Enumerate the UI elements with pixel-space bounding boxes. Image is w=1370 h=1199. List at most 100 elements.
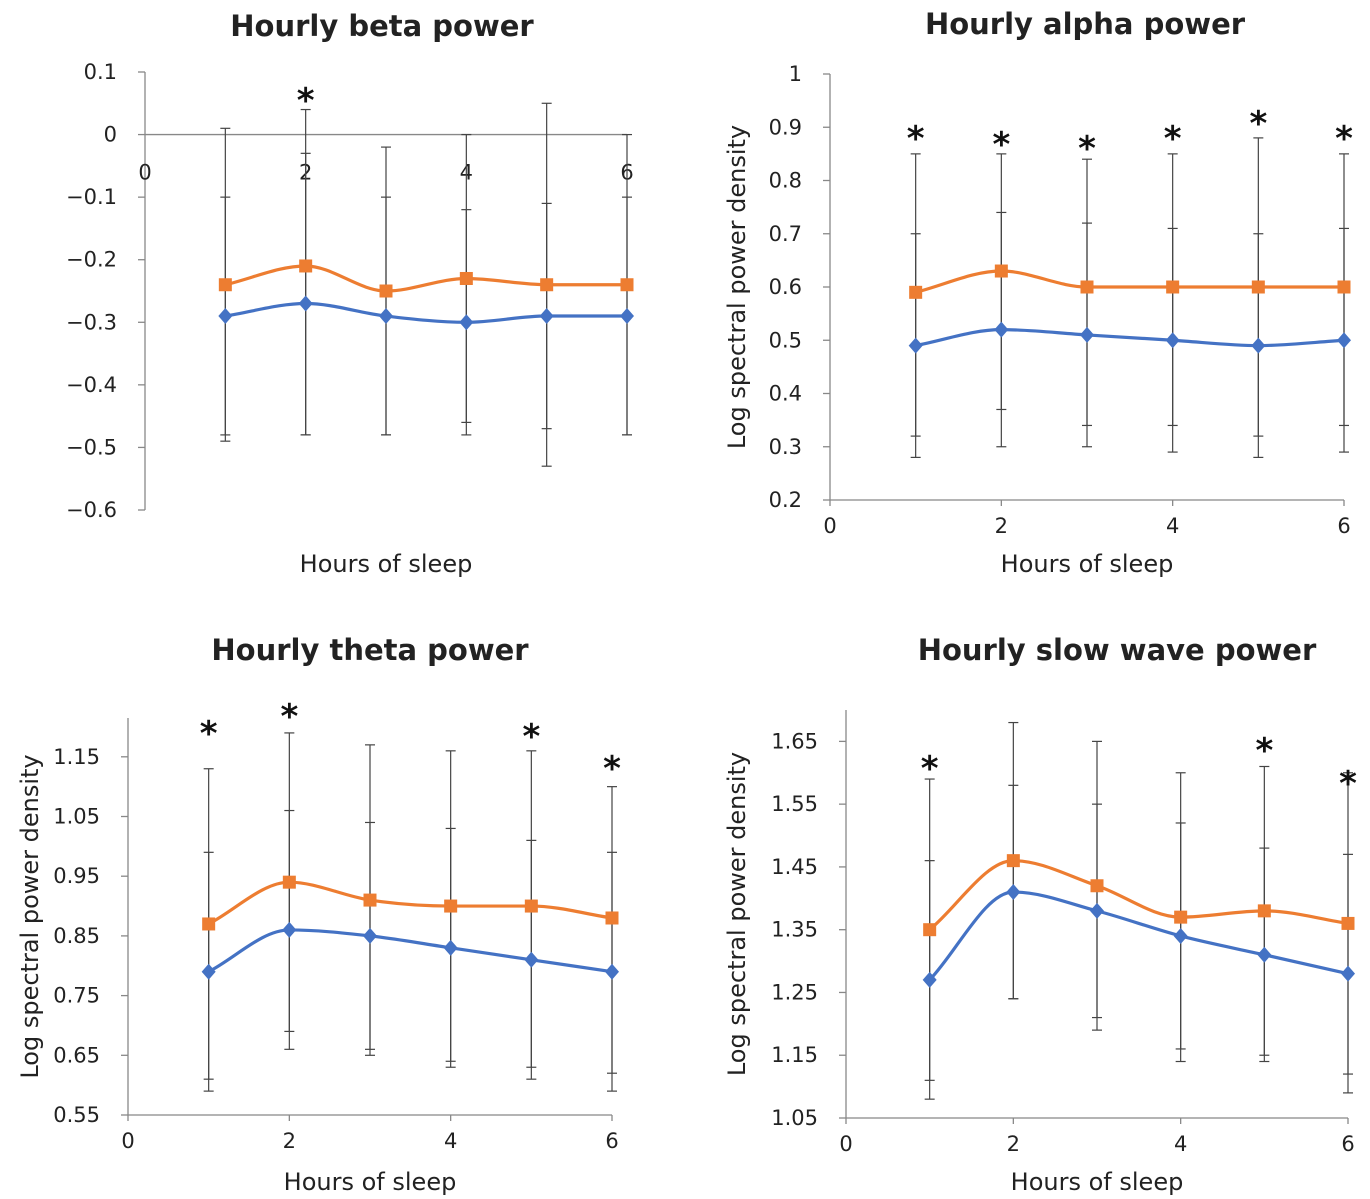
y-tick-label: 0.1: [84, 60, 117, 84]
data-point-diamond: [1006, 884, 1021, 901]
significance-star: *: [1335, 119, 1353, 159]
y-axis-label: Log spectral power density: [16, 754, 44, 1078]
series-line-2: [915, 269, 1344, 294]
data-point-square: [1341, 916, 1355, 930]
x-tick-label: 2: [283, 1129, 296, 1153]
data-point-square: [299, 259, 313, 273]
data-point-square: [1090, 879, 1104, 893]
data-point-square: [1337, 280, 1351, 294]
x-tick-label: 0: [823, 514, 836, 538]
x-tick-label: 4: [1166, 514, 1179, 538]
x-tick-label: 6: [1337, 514, 1350, 538]
data-point-diamond: [1337, 332, 1351, 349]
data-point-diamond: [363, 927, 377, 944]
significance-star: *: [992, 125, 1010, 165]
x-axis-label: Hours of sleep: [284, 1168, 457, 1196]
data-point-square: [923, 923, 937, 937]
y-tick-label: 1.65: [771, 729, 818, 753]
data-point-diamond: [922, 971, 937, 988]
chart-panel-1: Hourly beta power 0.1 0 −0.1 −0.2 −0.3 −0.4 −0.…: [66, 9, 634, 578]
data-point-square: [1080, 280, 1094, 294]
y-tick-label: −0.4: [66, 373, 117, 397]
data-point-square: [282, 875, 296, 889]
x-tick-label: 0: [121, 1129, 134, 1153]
data-point-diamond: [1341, 965, 1355, 982]
series-line-1: [915, 327, 1345, 348]
y-tick-label: 0.85: [53, 924, 100, 948]
y-tick-label: 1.15: [771, 1043, 818, 1067]
data-point-diamond: [1257, 946, 1272, 963]
y-tick-label: 1.05: [53, 805, 100, 829]
data-point-square: [1166, 280, 1180, 294]
y-tick-label: 1.05: [771, 1106, 818, 1130]
significance-star: *: [1255, 731, 1273, 771]
significance-star: *: [1339, 764, 1357, 804]
y-tick-label: 1.25: [771, 980, 818, 1004]
data-point-square: [1006, 854, 1020, 868]
data-point-square: [524, 899, 538, 913]
data-point-diamond: [201, 963, 216, 980]
y-tick-label: 0: [104, 123, 117, 147]
significance-star: *: [280, 697, 298, 737]
y-tick-label: 0.3: [769, 435, 802, 459]
data-point-square: [459, 271, 473, 285]
y-tick-label: −0.6: [66, 498, 117, 522]
x-tick-label: 4: [1174, 1132, 1187, 1156]
chart-panel-3: Hourly theta power 0.55 0.65 0.75 0.85 0.95 1.…: [16, 633, 621, 1196]
y-tick-label: 0.8: [769, 169, 802, 193]
x-axis-label: Hours of sleep: [300, 550, 473, 578]
data-point-diamond: [298, 295, 313, 312]
y-tick-label: 0.6: [769, 275, 802, 299]
x-tick-label: 2: [1007, 1132, 1020, 1156]
data-point-square: [620, 278, 634, 292]
y-tick-label: 1.35: [771, 918, 818, 942]
y-tick-label: −0.3: [66, 310, 117, 334]
significance-star: *: [907, 119, 925, 159]
data-point-square: [994, 264, 1008, 278]
y-tick-label: 1.55: [771, 792, 818, 816]
data-point-diamond: [1251, 337, 1266, 354]
series-line-1: [225, 301, 627, 324]
data-point-square: [605, 911, 619, 925]
data-point-diamond: [539, 308, 554, 325]
y-tick-label: 0.5: [769, 328, 802, 352]
y-tick-label: 0.7: [769, 222, 802, 246]
data-point-diamond: [605, 963, 619, 980]
y-tick-label: 0.55: [53, 1103, 100, 1127]
significance-star: *: [200, 714, 218, 754]
data-point-square: [363, 893, 377, 907]
significance-star: *: [297, 81, 315, 121]
data-point-square: [379, 284, 393, 298]
chart-panel-2: Hourly alpha power 0.2 0.3 0.4 0.5 0.6 0.7 0.8 0…: [723, 7, 1353, 578]
y-tick-label: 0.4: [769, 382, 802, 406]
x-axis-label: Hours of sleep: [1011, 1168, 1184, 1196]
y-tick-label: 0.9: [769, 115, 802, 139]
data-point-square: [1251, 280, 1265, 294]
data-point-diamond: [1080, 326, 1094, 343]
x-tick-label: 2: [995, 514, 1008, 538]
data-point-diamond: [282, 921, 297, 938]
chart-title: Hourly slow wave power: [918, 633, 1317, 667]
significance-star: *: [1164, 119, 1182, 159]
x-tick-label: 4: [444, 1129, 457, 1153]
data-point-diamond: [524, 951, 539, 968]
y-axis-label: Log spectral power density: [723, 752, 751, 1076]
chart-title: Hourly beta power: [230, 9, 534, 43]
series-line-2: [224, 264, 627, 293]
data-point-diamond: [1165, 332, 1180, 349]
data-point-diamond: [379, 308, 393, 325]
data-point-diamond: [443, 939, 458, 956]
y-tick-label: 1: [789, 62, 802, 86]
series-line-2: [207, 880, 613, 926]
x-tick-label: 6: [605, 1129, 618, 1153]
data-point-diamond: [459, 314, 474, 331]
y-tick-label: 0.65: [53, 1043, 100, 1067]
data-point-diamond: [908, 337, 923, 354]
data-point-square: [540, 278, 554, 292]
y-tick-label: 0.75: [53, 984, 100, 1008]
y-axis-label: Log spectral power density: [723, 125, 751, 449]
significance-star: *: [1249, 104, 1267, 144]
series-line-1: [207, 928, 613, 974]
y-tick-label: 0.2: [769, 488, 802, 512]
